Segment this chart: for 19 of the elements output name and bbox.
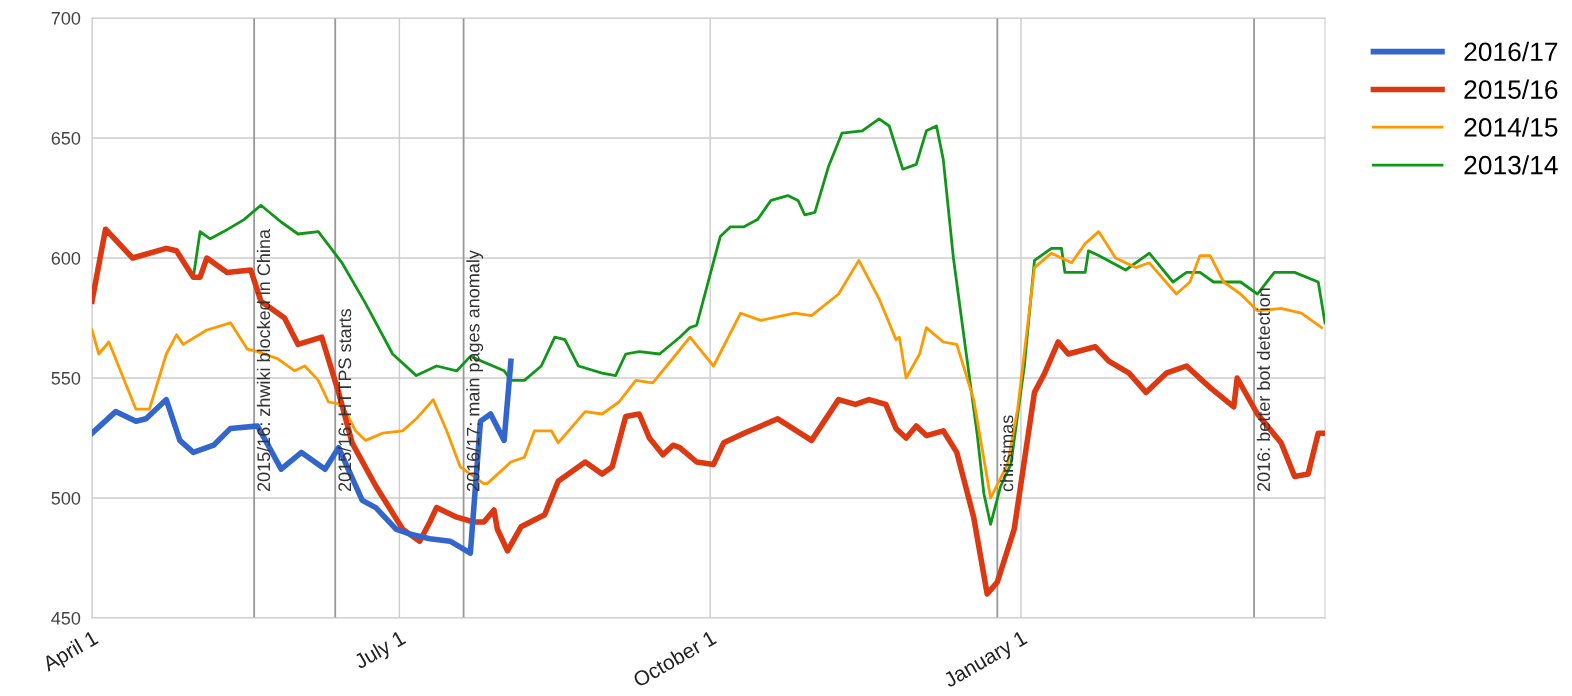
y-tick-label: 650 (51, 131, 81, 145)
y-tick-label: 500 (51, 491, 81, 505)
ref-line-label: christmas (1000, 415, 1014, 492)
line-series (191, 117, 1325, 526)
legend-label: 2014/15 (1464, 117, 1558, 137)
legend-label: 2016/17 (1464, 41, 1558, 62)
ref-line-label: 2015/16: zhwiki blocked in China (256, 229, 271, 492)
legend-label: 2015/16 (1464, 79, 1558, 99)
y-tick-label: 600 (51, 251, 81, 265)
x-tick-label: April 1 (40, 629, 101, 676)
ref-line-label: 2016: better bot detection (1256, 288, 1271, 492)
ref-line-label: 2016/17: main pages anomaly (466, 250, 484, 492)
x-tick-label: July 1 (352, 629, 409, 673)
legend-label: 2013/14 (1464, 155, 1558, 175)
ref-line-label: 2015/16: HTTPS starts (337, 309, 352, 492)
y-tick-label: 450 (51, 611, 81, 625)
y-tick-label: 700 (51, 11, 81, 25)
y-tick-label: 550 (51, 371, 81, 385)
line-series (92, 230, 1324, 500)
